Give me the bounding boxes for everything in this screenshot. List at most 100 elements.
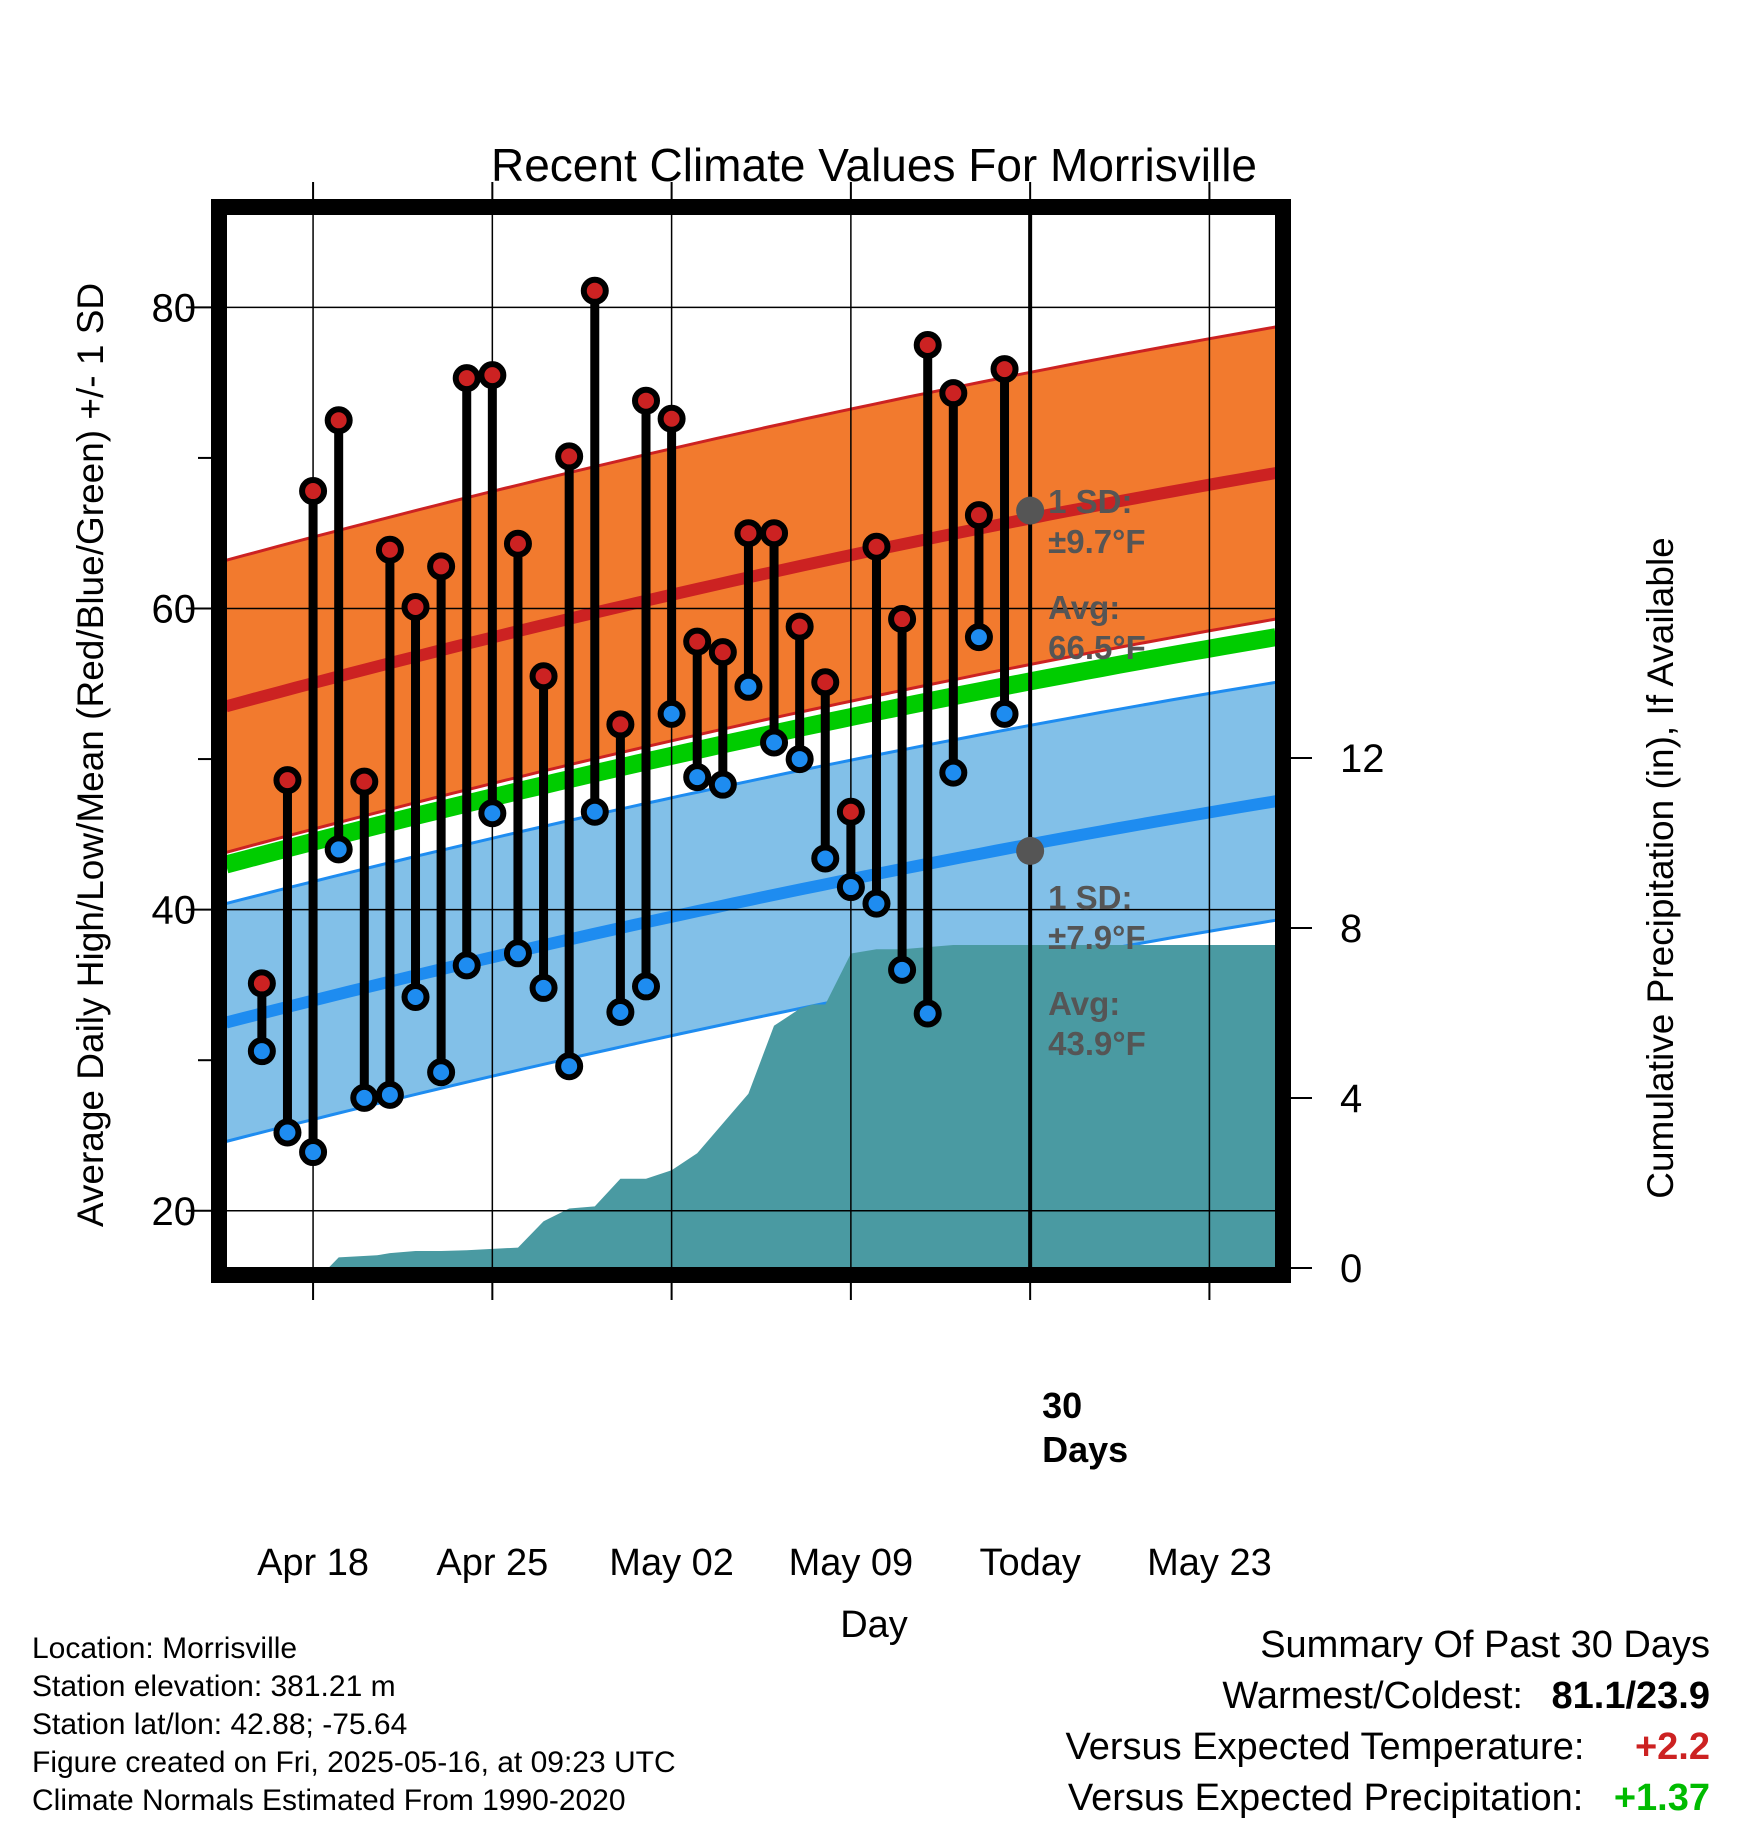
high-point [939, 379, 968, 408]
temp-anomaly-value: +2.2 [1634, 1726, 1710, 1768]
high-point [555, 442, 584, 471]
high-sd-value: ±9.7°F [1048, 523, 1145, 560]
chart-title: Recent Climate Values For Morrisville [491, 139, 1257, 191]
y-tick-label: 60 [152, 587, 197, 631]
high-point [247, 969, 276, 998]
y2-tick-label: 12 [1340, 737, 1385, 781]
plot-border [211, 199, 1291, 1283]
low-point [478, 799, 507, 828]
low-point [503, 939, 532, 968]
high-point [350, 767, 379, 796]
high-point [913, 330, 942, 359]
days-count-label: 30 [1042, 1385, 1082, 1426]
y2-tick-label: 4 [1340, 1077, 1362, 1121]
y2-tick-label: 0 [1340, 1247, 1362, 1291]
high-point [452, 364, 481, 393]
summary-precip-row: Versus Expected Precipitation: +1.37 [1065, 1773, 1710, 1824]
latlon-text: Station lat/lon: 42.88; -75.64 [32, 1708, 408, 1741]
plot-frame [211, 199, 1291, 1283]
axes-ticks [186, 182, 1312, 1300]
low-point [427, 1058, 456, 1087]
high-point [657, 404, 686, 433]
low-point [785, 745, 814, 774]
low-point [862, 889, 891, 918]
low-point [708, 770, 737, 799]
low-point [350, 1083, 379, 1112]
summary-temp-row: Versus Expected Temperature: +2.2 [1065, 1722, 1710, 1773]
normals-text: Climate Normals Estimated From 1990-2020 [32, 1784, 626, 1817]
low-point [375, 1080, 404, 1109]
normal-low-line [224, 795, 1277, 1029]
x-tick-label: May 09 [789, 1542, 914, 1584]
low-point [888, 955, 917, 984]
low-point [452, 951, 481, 980]
y-axis-label: Average Daily High/Low/Mean (Red/Blue/Gr… [70, 283, 111, 1227]
low-point [683, 763, 712, 792]
y2-tick-label: 8 [1340, 907, 1362, 951]
high-point [529, 662, 558, 691]
high-point [708, 638, 737, 667]
high-point [632, 386, 660, 415]
warmest-label: Warmest/Coldest: [1222, 1675, 1523, 1717]
precip-anomaly-value: +1.37 [1613, 1777, 1710, 1819]
y-tick-label: 40 [152, 889, 197, 933]
x-tick-label: Apr 18 [257, 1542, 369, 1584]
high-point [990, 355, 1019, 384]
high-point [324, 406, 353, 435]
high-point [375, 535, 404, 564]
low-point [913, 999, 942, 1028]
x-tick-label: May 02 [609, 1542, 734, 1584]
low-point [529, 973, 558, 1002]
high-point [580, 276, 609, 305]
x-tick-label: Apr 25 [436, 1542, 548, 1584]
y-tick-label: 20 [152, 1190, 197, 1234]
daily-high-low-pairs [247, 276, 1019, 1167]
summary-title: Summary Of Past 30 Days [1260, 1624, 1710, 1666]
high-point [401, 592, 430, 621]
high-point [606, 710, 635, 739]
high-point [785, 612, 814, 641]
low-point [964, 623, 993, 652]
chart-text: Apr 18 Apr 25 May 02 May 09 Today May 2320406… [70, 139, 1681, 1646]
high-point [836, 797, 865, 826]
high-point [862, 532, 891, 561]
low-avg-label: Avg: [1048, 985, 1120, 1022]
low-point [939, 758, 968, 787]
low-point [990, 699, 1019, 728]
high-lower-edge [225, 617, 1277, 854]
low-point [836, 873, 865, 902]
x-axis-label: Day [840, 1604, 908, 1646]
low-point [273, 1118, 302, 1147]
high-point [299, 477, 328, 506]
high-avg-marker [1016, 496, 1045, 525]
x-tick-label: Today [979, 1542, 1080, 1584]
precip-anomaly-label: Versus Expected Precipitation: [1067, 1777, 1584, 1819]
created-text: Figure created on Fri, 2025-05-16, at 09… [32, 1746, 676, 1779]
low-sd-value: ±7.9°F [1048, 919, 1145, 956]
high-point [734, 519, 763, 548]
high-point [503, 529, 532, 558]
normal-mean-line [223, 628, 1278, 874]
y-tick-label: 80 [152, 286, 197, 330]
low-point [580, 797, 609, 826]
elevation-text: Station elevation: 381.21 m [32, 1670, 396, 1703]
summary-warmest-row: Warmest/Coldest: 81.1/23.9 [1065, 1671, 1710, 1722]
low-point [555, 1052, 584, 1081]
low-point [299, 1138, 328, 1167]
low-point [401, 982, 430, 1011]
precipitation-area [226, 945, 1276, 1268]
high-point [888, 605, 917, 634]
low-point [657, 699, 686, 728]
low-avg-value: 43.9°F [1048, 1025, 1146, 1062]
high-avg-label: Avg: [1048, 589, 1120, 626]
low-point [760, 728, 789, 757]
low-point [811, 844, 840, 873]
low-point [606, 998, 635, 1027]
low-point [632, 972, 660, 1001]
high-upper-edge [225, 325, 1277, 562]
high-point [478, 361, 507, 390]
location-text: Location: Morrisville [32, 1632, 298, 1665]
x-tick-label: May 23 [1147, 1542, 1272, 1584]
summary-panel: Summary Of Past 30 Days Warmest/Coldest:… [1065, 1620, 1710, 1824]
